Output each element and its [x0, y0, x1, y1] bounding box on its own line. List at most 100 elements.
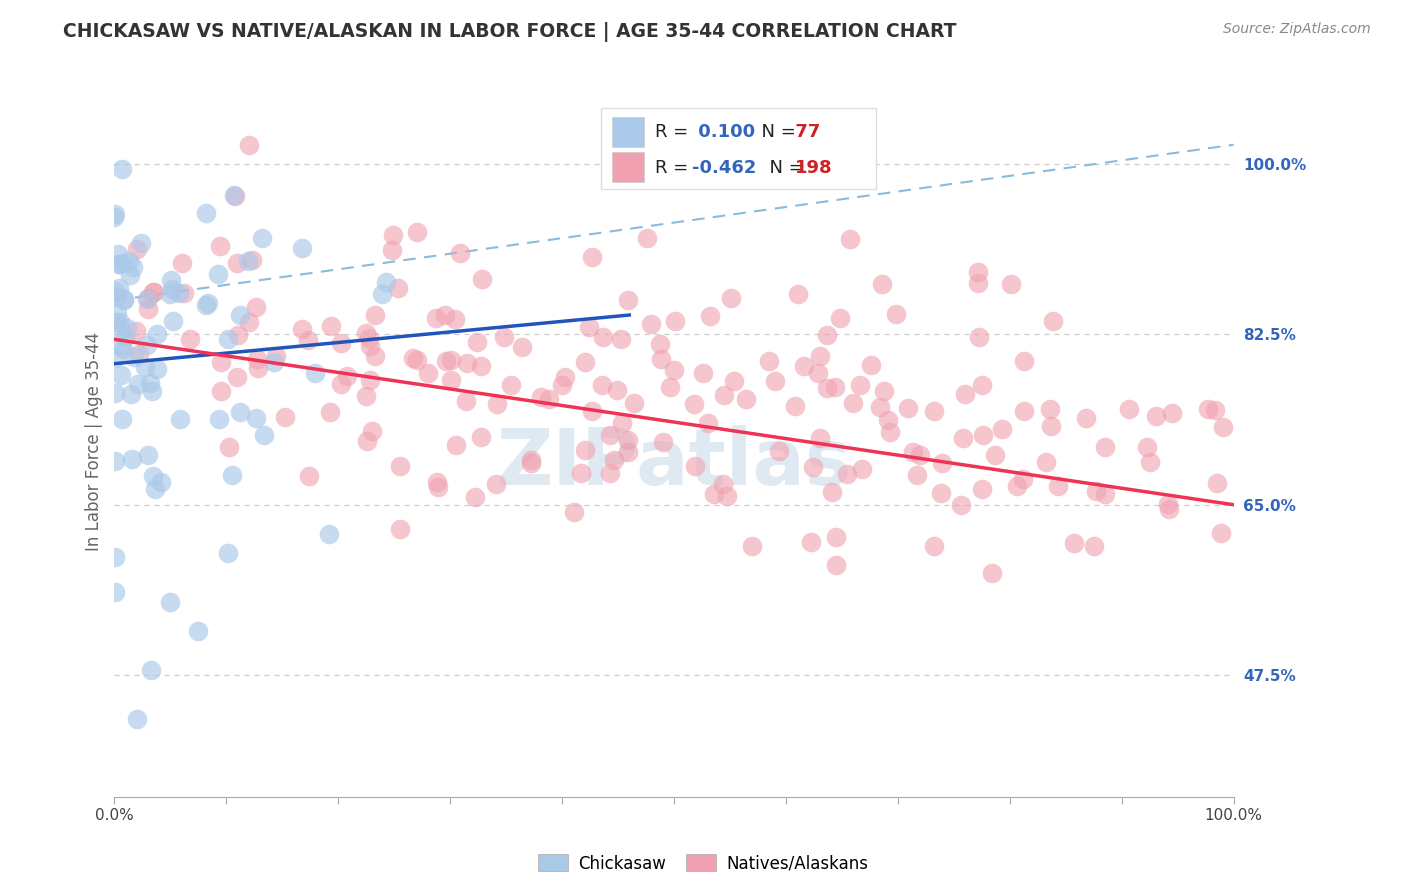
Point — [599, 466, 621, 480]
FancyBboxPatch shape — [613, 117, 644, 147]
Point — [167, 286, 190, 301]
Point — [170, 256, 193, 270]
Point — [105, 290, 128, 304]
Point — [104, 550, 127, 565]
FancyBboxPatch shape — [613, 153, 644, 182]
Point — [1209, 526, 1232, 541]
Point — [815, 327, 838, 342]
Point — [291, 322, 314, 336]
Point — [1205, 476, 1227, 491]
Point — [617, 293, 640, 307]
Point — [640, 317, 662, 331]
Point — [606, 384, 628, 398]
Point — [990, 422, 1012, 436]
Point — [297, 333, 319, 347]
Point — [554, 370, 576, 384]
Point — [578, 320, 600, 334]
Point — [245, 411, 267, 425]
Point — [141, 663, 163, 677]
Point — [467, 335, 489, 350]
Point — [159, 272, 181, 286]
Point — [229, 405, 252, 419]
Point — [484, 477, 506, 491]
Point — [903, 445, 925, 459]
Point — [1074, 410, 1097, 425]
Point — [768, 443, 790, 458]
Point — [104, 585, 127, 599]
Point — [720, 291, 742, 305]
Point — [111, 412, 134, 426]
Point — [839, 232, 862, 246]
Point — [1161, 406, 1184, 420]
Point — [226, 369, 249, 384]
Point — [136, 292, 159, 306]
Point — [1204, 403, 1226, 417]
Point — [159, 287, 181, 301]
Point — [222, 187, 245, 202]
Point — [142, 469, 165, 483]
Point — [612, 416, 634, 430]
Point — [470, 430, 492, 444]
Point — [238, 137, 260, 152]
Point — [1035, 455, 1057, 469]
Point — [246, 360, 269, 375]
Point — [1094, 487, 1116, 501]
Point — [104, 207, 127, 221]
Point — [1000, 277, 1022, 292]
Point — [197, 296, 219, 310]
Point — [623, 396, 645, 410]
Point — [104, 386, 127, 401]
Point — [931, 456, 953, 470]
Point — [785, 399, 807, 413]
Point — [808, 349, 831, 363]
Point — [1212, 420, 1234, 434]
Point — [103, 211, 125, 225]
Point — [562, 505, 585, 519]
Point — [735, 392, 758, 406]
Point — [406, 225, 429, 239]
Point — [824, 531, 846, 545]
Point — [685, 458, 707, 473]
Point — [136, 291, 159, 305]
Point — [107, 281, 129, 295]
Point — [104, 454, 127, 468]
Point — [636, 231, 658, 245]
Point — [112, 293, 135, 307]
Point — [105, 306, 128, 320]
Point — [1012, 354, 1035, 368]
Point — [359, 339, 381, 353]
Text: R =: R = — [655, 159, 695, 177]
Point — [869, 400, 891, 414]
Point — [808, 431, 831, 445]
Point — [485, 397, 508, 411]
Point — [952, 431, 974, 445]
Point — [425, 310, 447, 325]
Point — [142, 285, 165, 299]
Point — [427, 480, 450, 494]
Point — [187, 624, 209, 639]
Text: N =: N = — [758, 159, 810, 177]
Point — [141, 384, 163, 399]
Point — [319, 319, 342, 334]
Point — [221, 467, 243, 482]
Point — [179, 332, 201, 346]
Point — [245, 300, 267, 314]
Point — [122, 260, 145, 274]
Point — [125, 712, 148, 726]
Point — [592, 329, 614, 343]
Point — [953, 387, 976, 401]
Point — [329, 377, 352, 392]
Point — [208, 412, 231, 426]
Point — [981, 566, 1004, 580]
Point — [374, 276, 396, 290]
Text: 198: 198 — [794, 159, 832, 177]
Point — [104, 351, 127, 365]
Point — [870, 277, 893, 291]
Point — [121, 452, 143, 467]
Point — [648, 337, 671, 351]
Point — [1083, 539, 1105, 553]
Point — [388, 522, 411, 536]
Point — [697, 416, 720, 430]
Point — [110, 339, 132, 353]
Point — [907, 468, 929, 483]
